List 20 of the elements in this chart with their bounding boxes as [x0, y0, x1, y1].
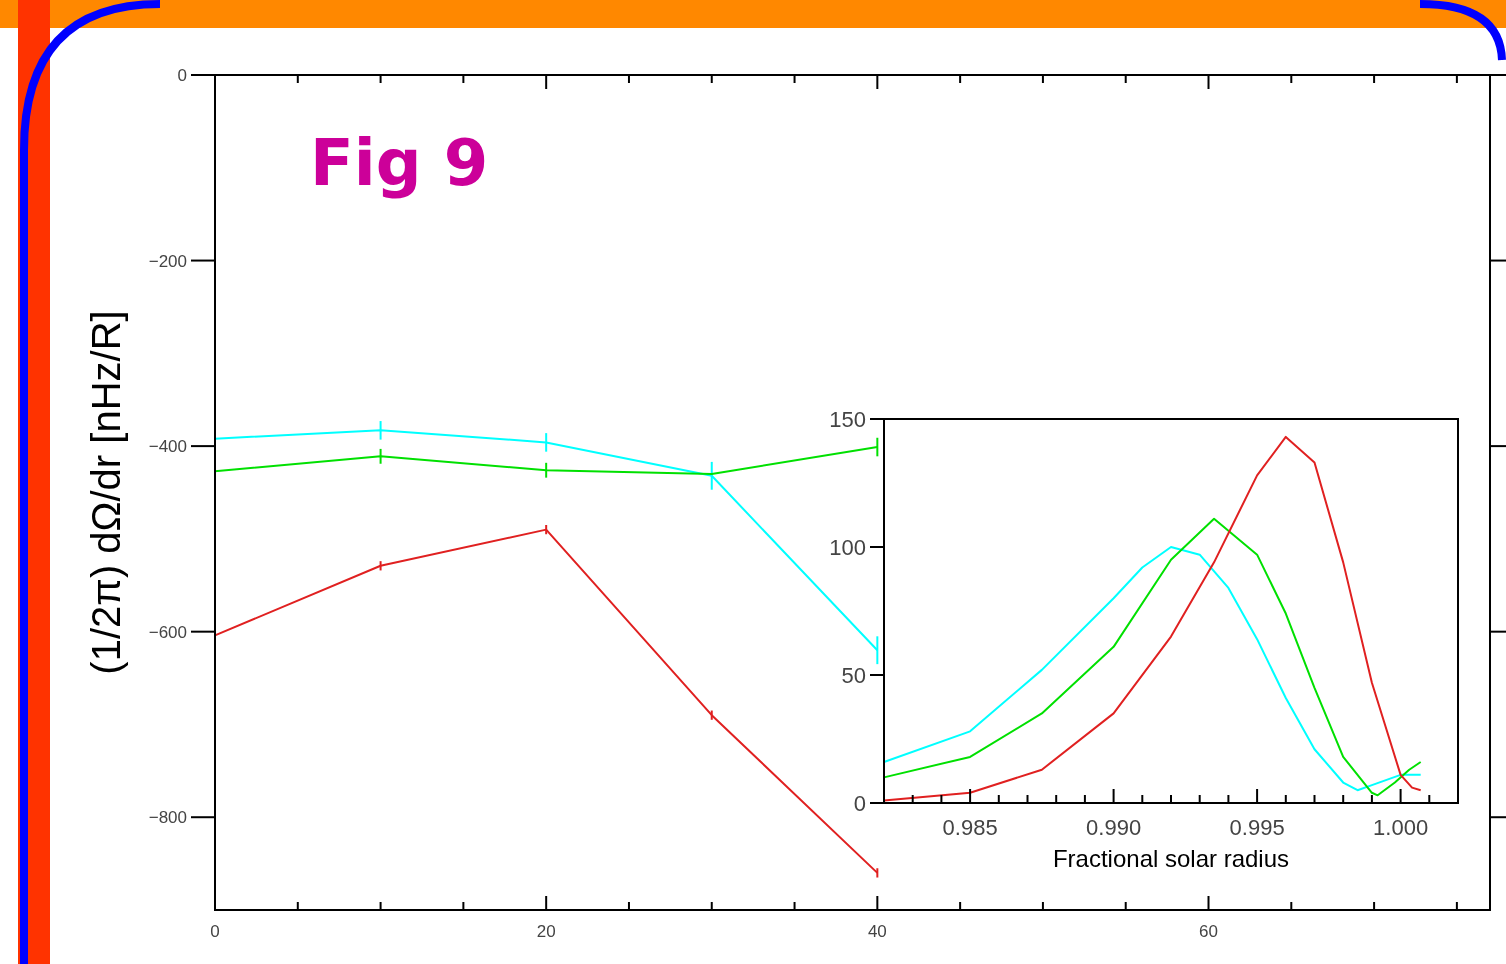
y-tick-label: 100: [829, 534, 866, 560]
x-tick-label: 1.000: [1373, 815, 1429, 840]
y-tick-label: 0: [853, 790, 866, 816]
y-axis-title: (1/2π) dΩ/dr [nHz/R]: [84, 310, 128, 675]
x-tick-label: 40: [867, 922, 887, 941]
x-tick-label: 20: [536, 922, 556, 941]
x-axis-title: Fractional solar radius: [1052, 845, 1290, 872]
x-tick-label: 0.990: [1086, 815, 1142, 840]
y-tick-label: 0: [177, 65, 187, 85]
y-tick-label: −800: [148, 808, 187, 828]
y-tick-label: −400: [148, 437, 187, 457]
text: Fig 9: [310, 126, 489, 200]
x-tick-label: 0.995: [1229, 815, 1285, 840]
y-tick-label: 150: [829, 406, 866, 432]
y-tick-label: 50: [841, 662, 866, 688]
x-tick-label: 60: [1199, 922, 1218, 941]
x-tick-label: 0.985: [942, 815, 998, 840]
x-tick-label: 0: [210, 922, 220, 941]
y-tick-label: −200: [148, 251, 187, 271]
y-tick-label: −600: [148, 622, 187, 642]
